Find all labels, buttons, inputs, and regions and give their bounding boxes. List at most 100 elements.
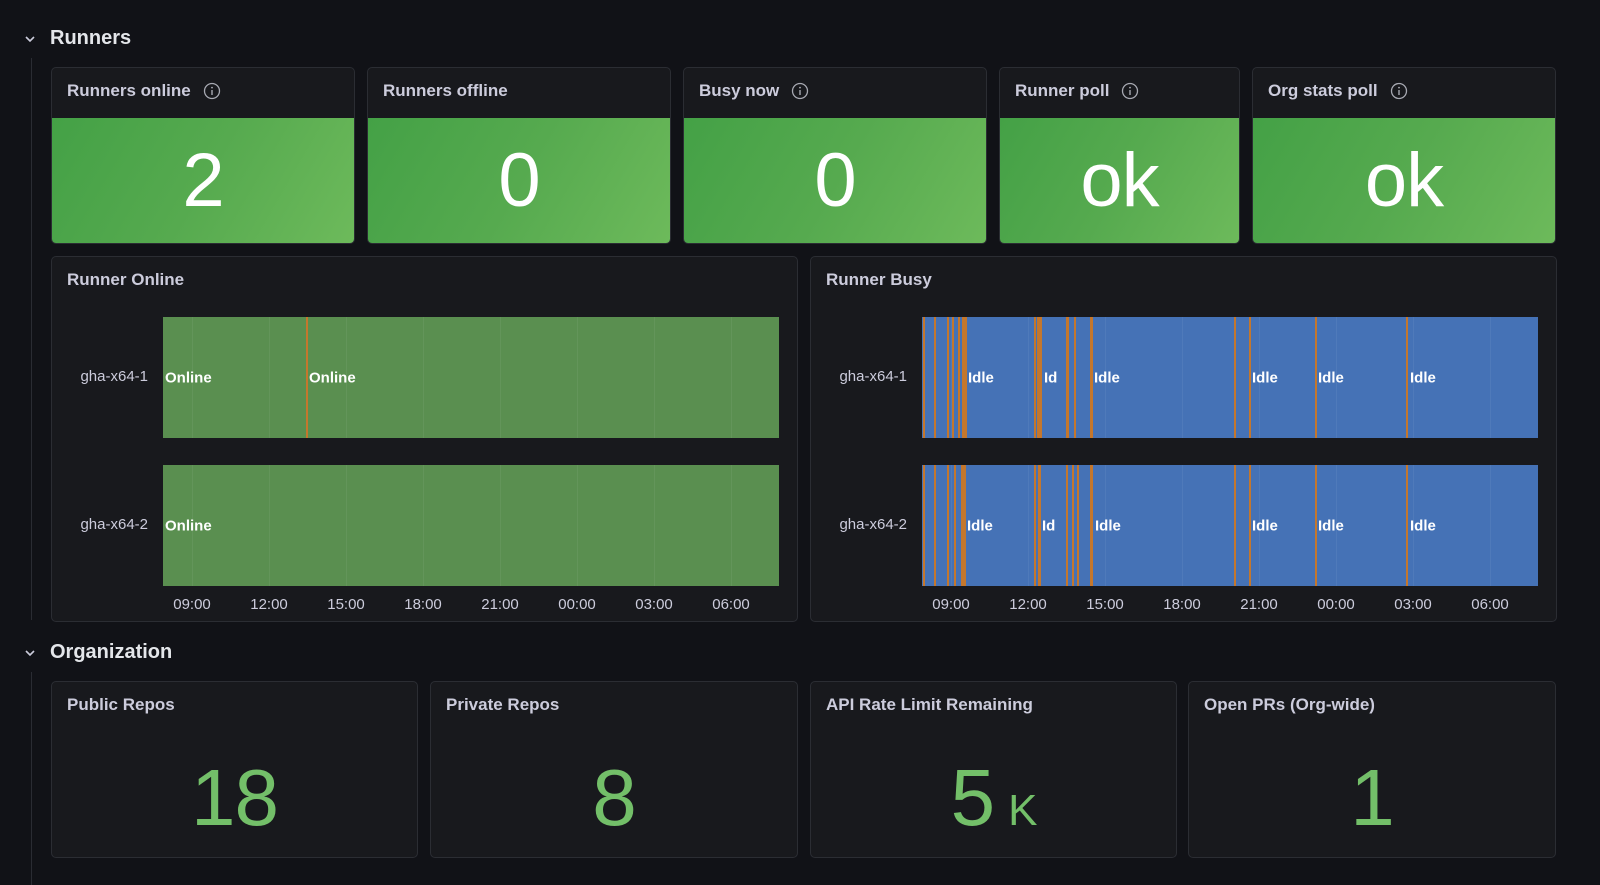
busy-marker	[1066, 465, 1068, 586]
segment-label: Idle	[1318, 369, 1344, 386]
panel-title: Runner poll	[1015, 81, 1110, 100]
row-header-runners[interactable]: Runners	[20, 27, 131, 50]
timeline-row-label: gha-x64-2	[839, 516, 907, 533]
segment-label: Idle	[1094, 369, 1120, 386]
chevron-down-icon	[20, 643, 40, 663]
busy-marker	[1406, 465, 1408, 586]
stat-panel-busy-now: Busy now 0	[683, 67, 987, 244]
timeline-bar-gha-x64-2[interactable]: Online	[163, 465, 779, 586]
stat-panel-runners-online: Runners online 2	[51, 67, 355, 244]
state-change-marker	[306, 317, 308, 438]
stat-value: 8	[592, 753, 636, 842]
busy-marker	[1066, 317, 1069, 438]
info-icon[interactable]	[1121, 82, 1139, 100]
stat-value: 1	[1350, 753, 1394, 842]
stat-value: 2	[182, 138, 224, 223]
segment-label: Idle	[1318, 517, 1344, 534]
info-icon[interactable]	[203, 82, 221, 100]
busy-marker	[1038, 465, 1041, 586]
info-icon[interactable]	[791, 82, 809, 100]
segment-label: Idle	[967, 517, 993, 534]
busy-marker	[1072, 465, 1074, 586]
info-icon[interactable]	[1390, 82, 1408, 100]
segment-label: Idle	[1410, 517, 1436, 534]
busy-marker	[1034, 317, 1036, 438]
panel-title: Private Repos	[446, 695, 560, 714]
x-axis-tick: 12:00	[1009, 596, 1047, 613]
row-divider-organization	[31, 672, 32, 885]
busy-marker	[947, 465, 949, 586]
row-divider-runners	[31, 58, 32, 620]
stat-panel-runners-offline: Runners offline 0	[367, 67, 671, 244]
stat-unit: K	[1008, 786, 1037, 835]
x-axis-tick: 21:00	[1240, 596, 1278, 613]
stat-panel-private-repos: Private Repos 8	[430, 681, 798, 858]
segment-label: Id	[1042, 517, 1056, 534]
stat-panel-runner-poll: Runner poll ok	[999, 67, 1240, 244]
x-axis-tick: 00:00	[558, 596, 596, 613]
busy-marker	[1249, 465, 1251, 586]
stat-panel-public-repos: Public Repos 18	[51, 681, 418, 858]
stat-value: ok	[1364, 138, 1444, 223]
busy-marker	[1034, 465, 1036, 586]
x-axis-tick: 21:00	[481, 596, 519, 613]
timeline-row-label: gha-x64-2	[80, 516, 148, 533]
chevron-down-icon	[20, 29, 40, 49]
segment-label: Online	[165, 517, 212, 534]
timeline-row-label: gha-x64-1	[839, 368, 907, 385]
timeline-row-label: gha-x64-1	[80, 368, 148, 385]
busy-marker	[952, 317, 954, 438]
segment-label: Idle	[1410, 369, 1436, 386]
panel-title: Open PRs (Org-wide)	[1204, 695, 1375, 714]
busy-marker	[1315, 317, 1317, 438]
stat-value: 0	[498, 138, 540, 223]
panel-title: Public Repos	[67, 695, 175, 714]
segment-label: Idle	[1252, 517, 1278, 534]
row-title-runners: Runners	[50, 27, 132, 49]
stat-value: 0	[814, 138, 856, 223]
x-axis-tick: 06:00	[712, 596, 750, 613]
row-header-organization[interactable]: Organization	[20, 641, 172, 664]
row-title-organization: Organization	[50, 641, 173, 663]
panel-title: Runners offline	[383, 81, 508, 100]
stat-value: ok	[1080, 138, 1159, 223]
x-axis-tick: 09:00	[932, 596, 970, 613]
timeline-bar-gha-x64-1[interactable]: Online Online	[163, 317, 779, 438]
busy-marker	[961, 465, 966, 586]
x-axis-tick: 12:00	[250, 596, 288, 613]
busy-marker	[923, 317, 925, 438]
segment-label: Idle	[968, 369, 994, 386]
x-axis-tick: 03:00	[1394, 596, 1432, 613]
x-axis-tick: 09:00	[173, 596, 211, 613]
stat-panel-org-stats-poll: Org stats poll ok	[1252, 67, 1556, 244]
segment-label: Idle	[1095, 517, 1121, 534]
panel-title: Runners online	[67, 81, 191, 100]
timeline-bar-gha-x64-2[interactable]: Idle Id Idle Idle Idle Idle	[922, 465, 1538, 586]
x-axis-tick: 18:00	[1163, 596, 1201, 613]
panel-title: Runner Online	[67, 270, 185, 289]
panel-runner-busy: Runner Busy gha-x64-1 Idle Id Idle Idle …	[810, 256, 1557, 622]
panel-title: Org stats poll	[1268, 81, 1378, 100]
stat-panel-open-prs: Open PRs (Org-wide) 1	[1188, 681, 1556, 858]
busy-marker	[934, 465, 936, 586]
busy-marker	[1249, 317, 1251, 438]
busy-marker	[1406, 317, 1408, 438]
panel-title: Busy now	[699, 81, 780, 100]
panel-title: API Rate Limit Remaining	[826, 695, 1033, 714]
busy-marker	[934, 317, 936, 438]
busy-marker	[954, 465, 956, 586]
busy-marker	[958, 317, 960, 438]
timeline-bar-gha-x64-1[interactable]: Idle Id Idle Idle Idle Idle	[922, 317, 1538, 438]
busy-marker	[962, 317, 967, 438]
busy-marker	[923, 465, 925, 586]
x-axis-tick: 00:00	[1317, 596, 1355, 613]
segment-label: Id	[1044, 369, 1058, 386]
x-axis-tick: 15:00	[1086, 596, 1124, 613]
x-axis-tick: 15:00	[327, 596, 365, 613]
busy-marker	[1074, 317, 1076, 438]
busy-marker	[947, 317, 949, 438]
x-axis-tick: 18:00	[404, 596, 442, 613]
stat-value: 5	[950, 753, 995, 842]
panel-title: Runner Busy	[826, 270, 932, 289]
busy-marker	[1315, 465, 1317, 586]
